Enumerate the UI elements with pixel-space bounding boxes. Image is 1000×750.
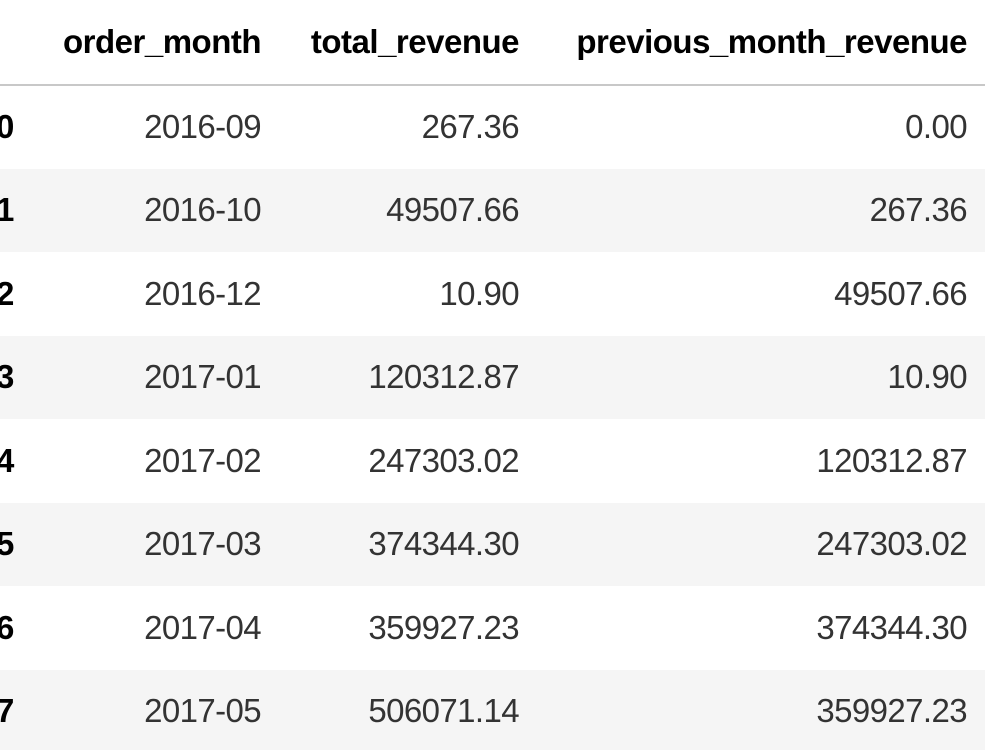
total-revenue-cell: 10.90 — [439, 274, 519, 312]
total-revenue-cell: 267.36 — [421, 108, 520, 146]
row-index: 6 — [0, 608, 15, 646]
table-row: 2 2016-12 10.90 49507.66 — [0, 252, 985, 336]
order-month-cell: 2016-10 — [144, 191, 262, 229]
order-month-cell: 2017-03 — [144, 525, 262, 563]
order-month-cell: 2017-05 — [144, 692, 262, 730]
previous-month-revenue-cell: 120312.87 — [816, 441, 967, 479]
order-month-cell: 2016-09 — [144, 108, 262, 146]
row-index: 4 — [0, 441, 15, 479]
order-month-cell: 2017-01 — [144, 358, 262, 396]
row-index: 1 — [0, 191, 15, 229]
column-header-previous-month-revenue: previous_month_revenue — [537, 0, 985, 86]
previous-month-revenue-cell: 10.90 — [887, 358, 967, 396]
total-revenue-cell: 359927.23 — [368, 608, 519, 646]
column-header-total-revenue: total_revenue — [279, 0, 537, 86]
table-row: 6 2017-04 359927.23 374344.30 — [0, 586, 985, 670]
table-row: 0 2016-09 267.36 0.00 — [0, 85, 985, 169]
table-row: 7 2017-05 506071.14 359927.23 — [0, 669, 985, 750]
header-row: order_month total_revenue previous_month… — [0, 0, 985, 86]
previous-month-revenue-cell: 374344.30 — [816, 608, 967, 646]
order-month-cell: 2017-02 — [144, 441, 262, 479]
index-header — [0, 0, 44, 86]
table-row: 3 2017-01 120312.87 10.90 — [0, 335, 985, 419]
previous-month-revenue-cell: 359927.23 — [816, 692, 967, 730]
table-body: 0 2016-09 267.36 0.00 1 2016-10 49507.66… — [0, 85, 985, 750]
previous-month-revenue-cell: 267.36 — [869, 191, 968, 229]
table-header: order_month total_revenue previous_month… — [0, 0, 985, 86]
row-index: 7 — [0, 692, 15, 730]
table-row: 1 2016-10 49507.66 267.36 — [0, 168, 985, 252]
table-row: 4 2017-02 247303.02 120312.87 — [0, 419, 985, 503]
total-revenue-cell: 506071.14 — [368, 692, 519, 730]
order-month-cell: 2017-04 — [144, 608, 262, 646]
previous-month-revenue-cell: 247303.02 — [816, 525, 967, 563]
order-month-cell: 2016-12 — [144, 274, 262, 312]
column-header-order-month: order_month — [44, 0, 279, 86]
row-index: 3 — [0, 358, 15, 396]
row-index: 5 — [0, 525, 15, 563]
total-revenue-cell: 247303.02 — [368, 441, 519, 479]
total-revenue-cell: 49507.66 — [386, 191, 519, 229]
previous-month-revenue-cell: 49507.66 — [834, 274, 967, 312]
row-index: 0 — [0, 108, 15, 146]
table-row: 5 2017-03 374344.30 247303.02 — [0, 502, 985, 586]
total-revenue-cell: 374344.30 — [368, 525, 519, 563]
row-index: 2 — [0, 274, 15, 312]
total-revenue-cell: 120312.87 — [368, 358, 519, 396]
previous-month-revenue-cell: 0.00 — [905, 108, 967, 146]
